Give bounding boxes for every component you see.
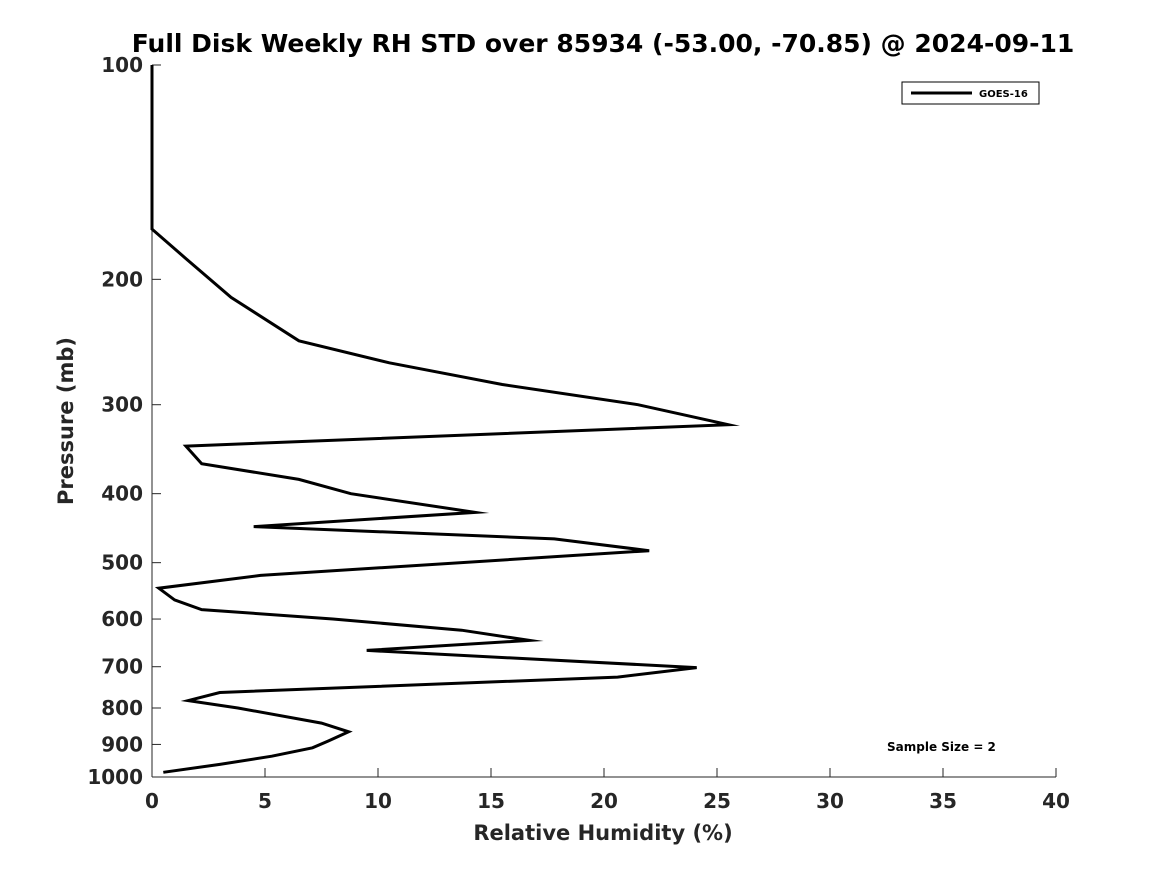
x-tick-label: 0 — [145, 789, 159, 813]
x-axis-label: Relative Humidity (%) — [473, 821, 732, 845]
y-tick-label: 800 — [101, 696, 143, 720]
y-tick-label: 400 — [101, 482, 143, 506]
y-axis-label: Pressure (mb) — [54, 337, 78, 505]
y-tick-label: 200 — [101, 267, 143, 291]
x-tick-label: 25 — [703, 789, 731, 813]
legend-label-goes-16: GOES-16 — [979, 89, 1028, 100]
x-tick-label: 5 — [258, 789, 272, 813]
legend: GOES-16 — [901, 81, 1040, 105]
y-tick-label: 100 — [101, 53, 143, 77]
x-tick-label: 15 — [477, 789, 505, 813]
x-tick-label: 40 — [1042, 789, 1070, 813]
x-tick-label: 30 — [816, 789, 844, 813]
y-tick-label: 300 — [101, 393, 143, 417]
x-tick-label: 10 — [364, 789, 392, 813]
sample-size-annotation: Sample Size = 2 — [887, 740, 996, 754]
x-tick-label: 35 — [929, 789, 957, 813]
y-tick-label: 700 — [101, 655, 143, 679]
y-tick-label: 600 — [101, 607, 143, 631]
chart-title: Full Disk Weekly RH STD over 85934 (-53.… — [132, 29, 1075, 58]
y-tick-label: 1000 — [87, 765, 143, 789]
y-tick-label: 500 — [101, 551, 143, 575]
x-tick-label: 20 — [590, 789, 618, 813]
series-line-goes-16 — [150, 65, 740, 774]
y-tick-label: 900 — [101, 732, 143, 756]
plot-area: 0 5 10 15 20 25 30 35 40 100 200 300 400 500 600 700 800… — [87, 53, 1070, 813]
